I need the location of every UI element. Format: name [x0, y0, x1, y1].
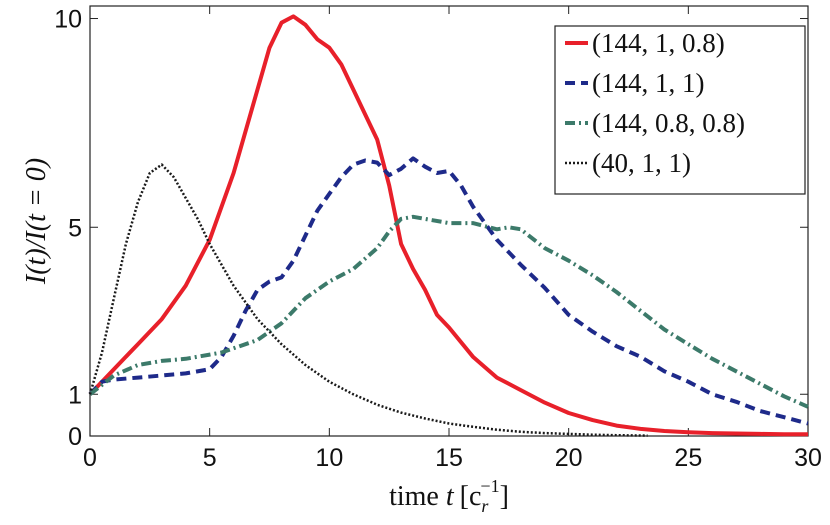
x-axis-label-units: [c — [460, 481, 482, 512]
x-axis-label-sub: r — [481, 496, 489, 516]
x-tick-label: 30 — [794, 444, 822, 472]
x-axis-label: time t [cr−1] — [389, 476, 509, 516]
y-tick-label: 5 — [68, 214, 82, 242]
series-line-4 — [88, 163, 648, 437]
x-axis-label-close: ] — [500, 481, 509, 512]
legend-label-4: (40, 1, 1) — [592, 148, 691, 178]
y-tick-label: 0 — [68, 423, 82, 451]
x-axis-label-var: t — [446, 481, 455, 512]
legend-label-1: (144, 1, 0.8) — [592, 28, 725, 58]
legend-box — [554, 25, 806, 195]
y-tick-label: 10 — [54, 6, 82, 34]
x-axis-label-sup: −1 — [480, 476, 499, 496]
legend: (144, 1, 0.8) (144, 1, 1) (144, 0.8, 0.8) (… — [554, 25, 806, 195]
x-tick-label: 15 — [435, 444, 463, 472]
x-axis-label-text: time — [389, 481, 446, 512]
series-layer — [88, 14, 809, 437]
legend-label-2: (144, 1, 1) — [592, 68, 704, 98]
y-tick-label: 1 — [68, 381, 82, 409]
y-axis-label: I(t)/I(t = 0) — [21, 158, 52, 285]
series-line-2 — [88, 156, 809, 426]
x-tick-label: 25 — [674, 444, 702, 472]
series-line-1 — [88, 14, 808, 437]
x-tick-label: 0 — [83, 444, 97, 472]
x-tick-label: 5 — [203, 444, 217, 472]
series-line-3 — [88, 214, 809, 409]
legend-label-3: (144, 0.8, 0.8) — [592, 108, 745, 138]
x-tick-label: 10 — [315, 444, 343, 472]
x-tick-label: 20 — [555, 444, 583, 472]
